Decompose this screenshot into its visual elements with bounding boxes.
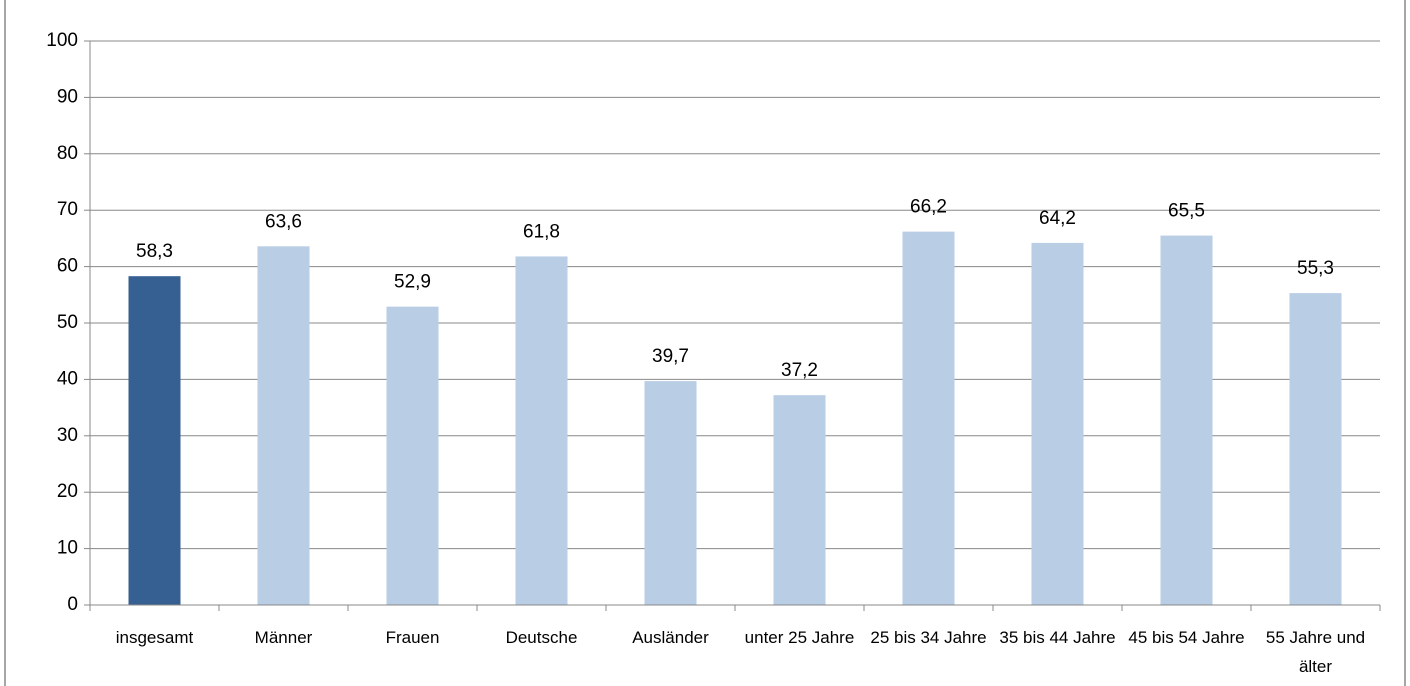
- data-label: 55,3: [1297, 258, 1334, 279]
- x-tick-label: 55 Jahre und älter: [1265, 628, 1366, 676]
- x-tick-label: Deutsche: [505, 628, 578, 647]
- y-tick-label: 50: [57, 312, 78, 333]
- x-tick-label: 45 bis 54 Jahre: [1128, 628, 1245, 647]
- x-tick-label: Männer: [254, 628, 313, 647]
- x-tick-label: unter 25 Jahre: [744, 628, 855, 647]
- data-label: 66,2: [910, 197, 947, 218]
- y-tick-label: 70: [57, 199, 78, 220]
- data-label: 64,2: [1039, 208, 1076, 229]
- data-label: 37,2: [781, 360, 818, 381]
- data-label: 39,7: [652, 346, 689, 367]
- bar: [1031, 242, 1084, 606]
- chart-frame: [4, 0, 1406, 686]
- data-label: 63,6: [265, 211, 302, 232]
- bar: [515, 256, 568, 605]
- y-tick-label: 10: [57, 538, 78, 559]
- x-tick-label: insgesamt: [115, 628, 194, 647]
- x-tick-label: 25 bis 34 Jahre: [870, 628, 987, 647]
- data-label: 52,9: [394, 272, 431, 293]
- x-tick-label: Frauen: [385, 628, 440, 647]
- bar: [257, 246, 310, 605]
- y-tick-label: 20: [57, 481, 78, 502]
- x-tick-label: Ausländer: [632, 628, 709, 647]
- y-tick-label: 60: [57, 256, 78, 277]
- bar: [386, 306, 439, 605]
- bar: [1289, 293, 1342, 605]
- y-tick-label: 0: [67, 594, 78, 615]
- data-label: 61,8: [523, 221, 560, 242]
- data-label: 58,3: [136, 241, 173, 262]
- x-tick-label: 35 bis 44 Jahre: [999, 628, 1116, 647]
- bar: [128, 276, 181, 605]
- bar: [644, 381, 697, 605]
- bar: [1160, 235, 1213, 605]
- y-tick-label: 90: [57, 86, 78, 107]
- data-label: 65,5: [1168, 201, 1205, 222]
- bar: [902, 231, 955, 605]
- y-tick-label: 30: [57, 425, 78, 446]
- bar: [773, 395, 826, 605]
- y-tick-label: 80: [57, 143, 78, 164]
- y-tick-label: 100: [46, 30, 78, 51]
- y-tick-label: 40: [57, 368, 78, 389]
